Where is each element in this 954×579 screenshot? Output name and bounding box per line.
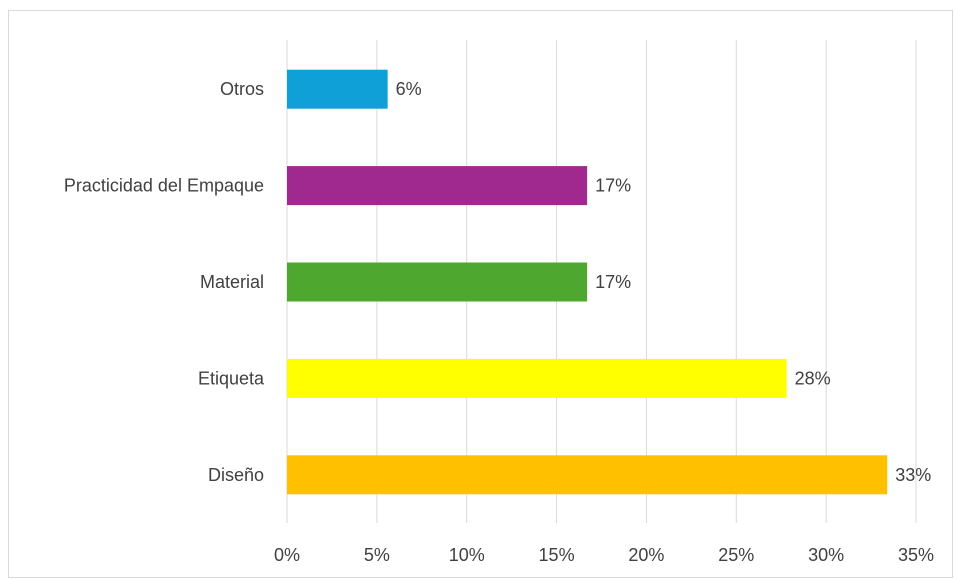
x-tick-label: 30% xyxy=(808,545,844,565)
data-label: 6% xyxy=(396,79,422,99)
bar-practicidad-del-empaque xyxy=(287,166,588,206)
x-tick-label: 15% xyxy=(539,545,575,565)
x-tick-label: 10% xyxy=(449,545,485,565)
bar-layer xyxy=(287,69,888,495)
category-label: Practicidad del Empaque xyxy=(64,176,264,196)
bar-etiqueta xyxy=(287,358,787,398)
x-tick-label: 0% xyxy=(274,545,300,565)
bar-material xyxy=(287,262,588,302)
category-label: Material xyxy=(200,272,264,292)
data-label: 17% xyxy=(595,272,631,292)
category-label: Diseño xyxy=(208,465,264,485)
x-tick-label: 20% xyxy=(628,545,664,565)
bar-otros xyxy=(287,69,388,109)
label-layer: 0% 5% 10% 15% 20% 25% 30% 35% Otros 6% Practicidad… xyxy=(64,79,934,565)
x-tick-label: 35% xyxy=(898,545,934,565)
data-label: 33% xyxy=(895,465,931,485)
category-label: Otros xyxy=(220,79,264,99)
category-label: Etiqueta xyxy=(198,368,265,388)
x-tick-label: 5% xyxy=(364,545,390,565)
grid-layer xyxy=(286,40,917,523)
data-label: 28% xyxy=(795,368,831,388)
x-tick-label: 25% xyxy=(718,545,754,565)
bar-diseño xyxy=(287,455,888,495)
data-label: 17% xyxy=(595,176,631,196)
